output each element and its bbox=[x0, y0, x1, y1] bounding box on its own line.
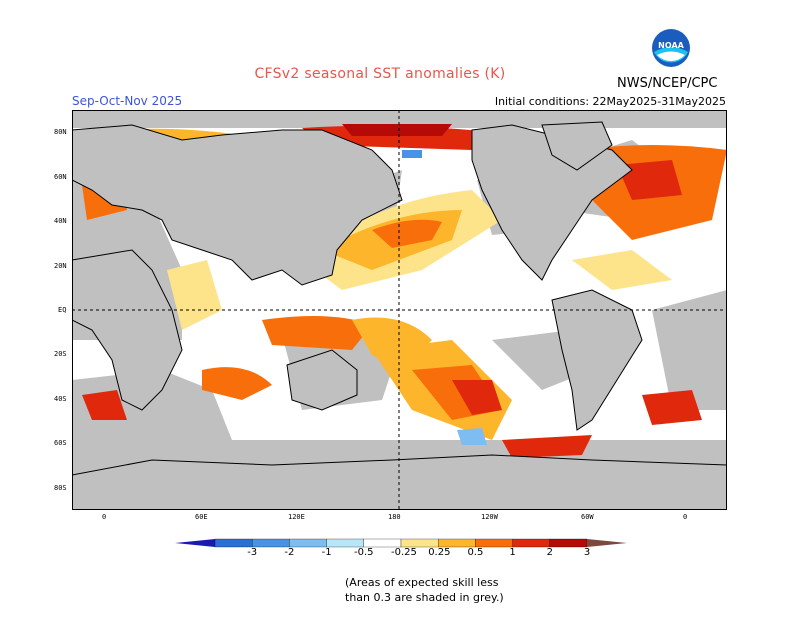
colorbar bbox=[175, 538, 627, 548]
colorbar-tick-label: -3 bbox=[247, 547, 258, 558]
australia-landmass bbox=[286, 349, 358, 411]
colorbar-tick-label: -0.25 bbox=[391, 547, 417, 558]
lon-label: 120E bbox=[288, 513, 305, 521]
colorbar-swatch bbox=[326, 538, 364, 548]
sst-anomaly-map bbox=[72, 110, 727, 510]
colorbar-tick-label: 2 bbox=[546, 547, 553, 558]
colorbar-swatch bbox=[512, 538, 550, 548]
lon-label: 180 bbox=[388, 513, 401, 521]
noaa-logo-gull bbox=[657, 51, 685, 62]
lat-label: 80S bbox=[54, 484, 67, 492]
lon-label: 0 bbox=[683, 513, 688, 521]
noaa-logo: NOAA bbox=[652, 29, 690, 67]
colorbar-swatch bbox=[400, 538, 439, 548]
lon-label: 0 bbox=[102, 513, 107, 521]
warm-anomaly-areas bbox=[77, 124, 727, 458]
lat-label: 40S bbox=[54, 395, 67, 403]
lon-label: 60W bbox=[581, 513, 594, 521]
colorbar-swatch bbox=[252, 538, 290, 548]
lat-label: 40N bbox=[54, 217, 67, 225]
skill-note: (Areas of expected skill less than 0.3 a… bbox=[345, 575, 504, 605]
eurasia-landmass bbox=[72, 124, 403, 286]
lat-label: 20N bbox=[54, 262, 67, 270]
colorbar-swatch bbox=[438, 538, 476, 548]
colorbar-tick-label: -0.5 bbox=[354, 547, 374, 558]
season-label: Sep-Oct-Nov 2025 bbox=[72, 94, 183, 108]
colorbar-min-triangle bbox=[175, 539, 215, 547]
colorbar-swatch bbox=[363, 538, 402, 548]
noaa-logo-text: NOAA bbox=[658, 41, 684, 50]
colorbar-swatch bbox=[549, 538, 588, 548]
colorbar-tick-label: 0.25 bbox=[428, 547, 451, 558]
colorbar-tick-label: 3 bbox=[583, 547, 591, 558]
colorbar-max-triangle bbox=[587, 539, 627, 547]
colorbar-swatch bbox=[289, 538, 327, 548]
colorbar-swatch bbox=[475, 538, 513, 548]
colorbar-swatch bbox=[214, 538, 253, 548]
colorbar-tick-label: 0.5 bbox=[467, 547, 484, 558]
skill-note-line1: (Areas of expected skill less bbox=[345, 576, 499, 589]
colorbar-tick-label: -1 bbox=[321, 547, 332, 558]
agency-label: NWS/NCEP/CPC bbox=[617, 76, 718, 91]
colorbar-tick-label: -2 bbox=[284, 547, 295, 558]
greenland-landmass bbox=[541, 121, 613, 171]
lon-label: 120W bbox=[481, 513, 498, 521]
lat-label: 60N bbox=[54, 173, 67, 181]
south-america-landmass bbox=[551, 289, 643, 431]
colorbar-tick-label: 1 bbox=[509, 547, 516, 558]
lat-label: 60S bbox=[54, 439, 67, 447]
map-title: CFSv2 seasonal SST anomalies (K) bbox=[254, 66, 506, 82]
initial-conditions-label: Initial conditions: 22May2025-31May2025 bbox=[494, 95, 726, 108]
skill-note-line2: than 0.3 are shaded in grey.) bbox=[345, 591, 504, 604]
lon-label: 60E bbox=[195, 513, 208, 521]
lat-label: 80N bbox=[54, 128, 67, 136]
lat-label: 20S bbox=[54, 350, 67, 358]
lat-label: EQ bbox=[58, 306, 67, 314]
map-frame bbox=[72, 110, 727, 510]
africa-landmass bbox=[72, 249, 183, 411]
